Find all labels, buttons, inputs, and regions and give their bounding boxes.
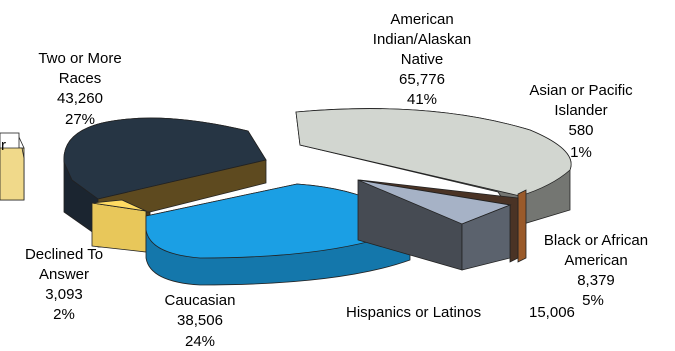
slice-value-hispanics: 15,006 xyxy=(529,304,575,321)
slice-label-american-indian-line1: American xyxy=(390,11,453,28)
slice-label-black-line2: American xyxy=(564,252,627,269)
slice-label-asian-line1: Asian or Pacific xyxy=(529,82,633,99)
slice-value-caucasian: 38,506 xyxy=(177,312,223,329)
slice-value-black: 8,379 xyxy=(577,272,615,289)
slice-value-american-indian: 65,776 xyxy=(399,71,445,88)
slice-label-american-indian-line3: Native xyxy=(401,51,444,68)
slice-label-two-or-more-line2: Races xyxy=(59,70,102,87)
slice-declined-face xyxy=(91,202,147,253)
slice-asian-face xyxy=(517,189,527,263)
slice-value-declined: 3,093 xyxy=(45,286,83,303)
slice-hispanics-end xyxy=(461,204,511,271)
slice-label-american-indian-line2: Indian/Alaskan xyxy=(373,31,471,48)
slice-label-declined-line2: Answer xyxy=(39,266,89,283)
slice-percent-black: 5% xyxy=(582,292,604,309)
slice-label-asian-line2: Islander xyxy=(554,102,607,119)
slice-label-two-or-more-line1: Two or More xyxy=(38,50,121,67)
slice-label-hispanics: Hispanics or Latinos xyxy=(346,304,481,321)
slice-label-black-line1: Black or African xyxy=(544,232,648,249)
slice-declined-top xyxy=(91,199,147,212)
slice-percent-declined: 2% xyxy=(53,306,75,323)
slice-american-indian-top xyxy=(295,108,572,197)
slice-two-or-more-top xyxy=(63,117,267,200)
slice-percent-caucasian: 24% xyxy=(185,333,215,350)
slice-extra-face xyxy=(0,147,25,201)
slice-percent-asian: 1% xyxy=(570,144,592,161)
slice-percent-two-or-more: 27% xyxy=(65,111,95,128)
slice-value-two-or-more: 43,260 xyxy=(57,90,103,107)
slice-value-asian: 580 xyxy=(568,122,593,139)
slice-label-caucasian: Caucasian xyxy=(165,292,236,309)
clipped-label-text: r xyxy=(1,137,6,154)
slice-label-declined-line1: Declined To xyxy=(25,246,103,263)
slice-percent-american-indian: 41% xyxy=(407,91,437,108)
